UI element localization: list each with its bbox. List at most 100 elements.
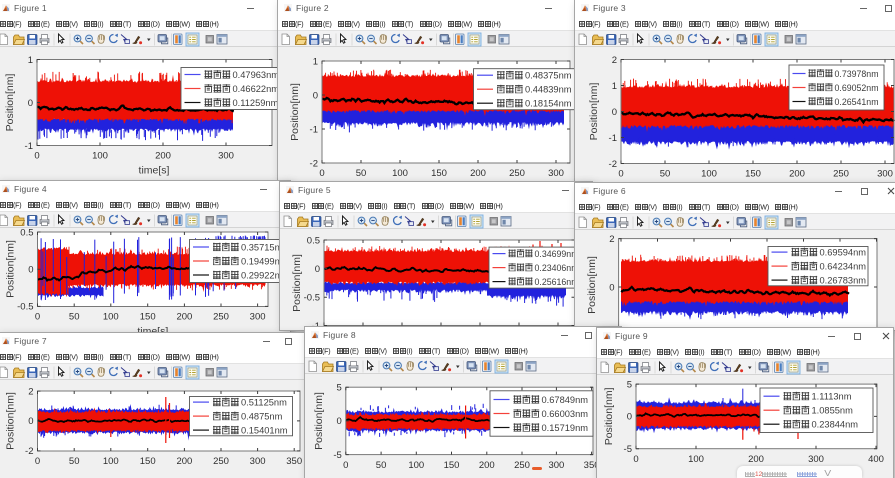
svg-text:2: 2 (612, 55, 617, 66)
svg-text:-2: -2 (609, 159, 617, 170)
svg-text:250: 250 (514, 460, 530, 471)
svg-text:Position[nm]: Position[nm] (291, 254, 303, 312)
svg-text:-1: -1 (609, 133, 617, 144)
svg-text:50: 50 (376, 460, 387, 471)
svg-text:300: 300 (250, 312, 266, 323)
svg-text:250: 250 (213, 456, 229, 467)
svg-text:Position[nm]: Position[nm] (586, 256, 598, 314)
svg-text:0.47963nm: 0.47963nm (233, 70, 279, 80)
svg-text:0.44839nm: 0.44839nm (525, 85, 572, 95)
svg-text:100: 100 (392, 168, 408, 179)
svg-text:300: 300 (808, 454, 824, 465)
svg-text:0.19499nm: 0.19499nm (241, 256, 288, 266)
svg-text:50: 50 (69, 312, 80, 323)
svg-text:200: 200 (789, 169, 805, 180)
svg-text:0.26783nm: 0.26783nm (820, 276, 867, 286)
svg-text:0.18154nm: 0.18154nm (525, 99, 572, 109)
svg-text:150: 150 (444, 460, 460, 471)
svg-text:100: 100 (701, 169, 717, 180)
svg-text:0: 0 (343, 460, 348, 471)
svg-text:0.34699nm: 0.34699nm (535, 249, 579, 259)
svg-text:300: 300 (877, 169, 893, 180)
svg-text:100: 100 (92, 151, 108, 162)
svg-text:0: 0 (313, 90, 318, 101)
svg-text:0: 0 (633, 454, 638, 465)
svg-text:1: 1 (612, 81, 617, 92)
svg-text:0: 0 (28, 416, 33, 427)
svg-text:0.15401nm: 0.15401nm (241, 426, 288, 436)
svg-text:250: 250 (213, 312, 229, 323)
svg-text:0.26541nm: 0.26541nm (835, 97, 879, 107)
svg-text:0: 0 (34, 151, 39, 162)
svg-text:-1: -1 (25, 141, 33, 152)
svg-text:0: 0 (319, 168, 324, 179)
svg-text:5: 5 (337, 383, 342, 394)
svg-text:5: 5 (627, 379, 632, 390)
svg-text:-5: -5 (333, 450, 341, 461)
svg-text:-5: -5 (624, 444, 632, 455)
svg-text:100: 100 (103, 312, 119, 323)
svg-text:Position[nm]: Position[nm] (289, 83, 301, 141)
svg-text:time[s]: time[s] (139, 165, 170, 177)
svg-text:200: 200 (748, 454, 764, 465)
svg-text:150: 150 (140, 456, 156, 467)
svg-text:0.46622nm: 0.46622nm (233, 84, 279, 94)
svg-text:2: 2 (609, 234, 614, 245)
svg-text:Position[nm]: Position[nm] (603, 387, 615, 445)
svg-text:0.67849nm: 0.67849nm (542, 395, 589, 405)
svg-text:50: 50 (356, 168, 367, 179)
svg-text:350: 350 (584, 460, 600, 471)
svg-text:0.4875nm: 0.4875nm (241, 412, 283, 422)
svg-text:100: 100 (688, 454, 704, 465)
svg-text:0: 0 (612, 107, 617, 118)
svg-text:0.23406nm: 0.23406nm (535, 263, 579, 273)
svg-text:0.5: 0.5 (20, 228, 33, 238)
svg-text:-2: -2 (25, 446, 33, 457)
svg-text:Position[nm]: Position[nm] (5, 240, 17, 298)
svg-text:0: 0 (28, 265, 33, 276)
svg-text:200: 200 (470, 168, 486, 179)
svg-text:100: 100 (103, 456, 119, 467)
svg-text:0.29922nm: 0.29922nm (241, 270, 288, 280)
svg-text:0.66003nm: 0.66003nm (542, 409, 589, 419)
svg-text:0.64234nm: 0.64234nm (820, 262, 867, 272)
svg-text:Position[nm]: Position[nm] (313, 392, 325, 450)
svg-text:0.51125nm: 0.51125nm (241, 398, 287, 408)
svg-text:0.11259nm: 0.11259nm (233, 98, 279, 108)
svg-text:0.69594nm: 0.69594nm (820, 248, 867, 258)
svg-text:50: 50 (69, 456, 80, 467)
svg-text:300: 300 (548, 460, 564, 471)
svg-text:Position[nm]: Position[nm] (4, 74, 16, 132)
svg-text:1: 1 (28, 55, 33, 66)
svg-text:0.25616nm: 0.25616nm (535, 277, 579, 287)
svg-text:250: 250 (833, 169, 849, 180)
svg-text:0: 0 (609, 282, 614, 293)
svg-text:150: 150 (745, 169, 761, 180)
svg-text:0.73978nm: 0.73978nm (835, 69, 879, 79)
svg-text:0.15719nm: 0.15719nm (542, 423, 589, 433)
svg-text:250: 250 (509, 168, 525, 179)
svg-text:350: 350 (286, 456, 302, 467)
svg-text:-0.5: -0.5 (17, 302, 33, 313)
svg-text:0: 0 (618, 169, 623, 180)
svg-text:150: 150 (140, 312, 156, 323)
svg-text:-2: -2 (310, 158, 318, 169)
svg-text:0: 0 (28, 98, 33, 109)
svg-text:100: 100 (408, 460, 424, 471)
svg-text:300: 300 (548, 168, 564, 179)
svg-text:0: 0 (315, 264, 320, 275)
svg-text:0: 0 (35, 456, 40, 467)
svg-text:50: 50 (660, 169, 671, 180)
svg-text:0: 0 (627, 412, 632, 423)
svg-text:400: 400 (868, 454, 884, 465)
svg-text:0.69052nm: 0.69052nm (835, 83, 879, 93)
svg-text:1.0855nm: 1.0855nm (812, 406, 854, 416)
svg-text:0.23844nm: 0.23844nm (812, 420, 859, 430)
svg-text:-0.5: -0.5 (304, 293, 320, 304)
svg-text:0.48375nm: 0.48375nm (525, 71, 572, 81)
svg-text:1.1113nm: 1.1113nm (812, 392, 852, 402)
svg-text:300: 300 (250, 456, 266, 467)
svg-text:200: 200 (176, 312, 192, 323)
svg-text:200: 200 (479, 460, 495, 471)
svg-text:0.5: 0.5 (307, 235, 320, 246)
